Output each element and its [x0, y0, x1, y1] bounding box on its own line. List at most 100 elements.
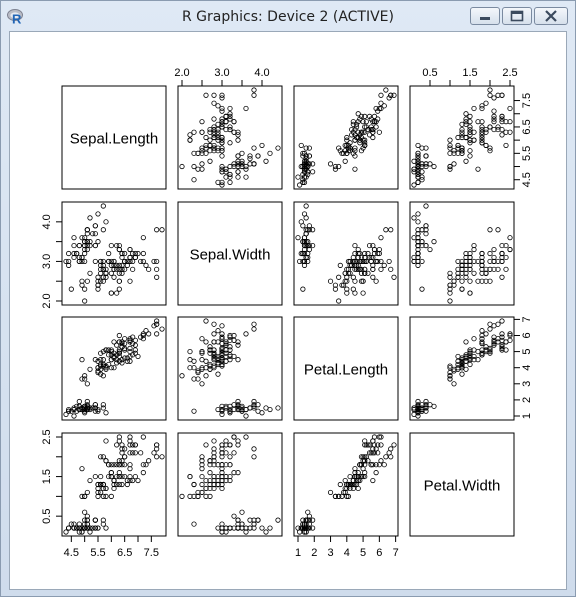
data-point [92, 231, 98, 237]
data-point [301, 166, 308, 172]
data-point [267, 150, 273, 156]
data-point [203, 477, 209, 484]
data-point [487, 148, 493, 154]
data-point [507, 235, 513, 241]
data-point [415, 405, 421, 411]
data-point [122, 473, 128, 480]
close-button[interactable] [534, 7, 568, 25]
data-point [187, 348, 193, 355]
data-point [219, 148, 225, 154]
data-point [132, 442, 138, 448]
data-point [227, 174, 233, 180]
data-point [303, 525, 309, 531]
data-point [219, 336, 225, 342]
data-point [146, 331, 152, 337]
data-point [300, 239, 306, 245]
data-point [98, 366, 104, 372]
data-point [415, 171, 421, 178]
data-point [127, 442, 133, 448]
data-point [301, 161, 308, 167]
data-point [108, 493, 114, 499]
data-point [368, 254, 374, 261]
data-point [447, 369, 453, 376]
data-point [199, 350, 205, 356]
data-point [79, 406, 85, 413]
data-point [106, 352, 112, 358]
data-point [108, 365, 114, 371]
data-point [103, 410, 109, 416]
minimize-button[interactable] [470, 7, 500, 25]
data-point [63, 529, 69, 535]
data-point [82, 242, 88, 249]
data-point [211, 477, 217, 484]
data-point [187, 473, 193, 480]
data-point [483, 270, 489, 276]
data-point [243, 174, 249, 180]
data-point [79, 376, 85, 382]
data-point [66, 258, 72, 265]
data-point [447, 290, 453, 296]
data-point [119, 254, 125, 261]
tick-label: 4.0 [254, 67, 269, 79]
data-point [119, 450, 125, 456]
tick-label: 5 [521, 349, 533, 355]
data-point [95, 274, 101, 280]
maximize-button[interactable] [502, 7, 532, 25]
data-point [447, 363, 453, 369]
tick-label: 1.5 [462, 67, 477, 79]
data-point [135, 250, 141, 257]
data-point [332, 163, 339, 170]
data-point [74, 408, 80, 414]
data-point [227, 116, 233, 122]
data-point [98, 258, 104, 265]
data-point [227, 454, 233, 460]
data-point [415, 219, 421, 225]
data-point [344, 290, 350, 296]
data-point [345, 142, 352, 149]
data-point [247, 156, 253, 162]
data-point [300, 286, 306, 292]
data-point [127, 336, 133, 342]
data-point [251, 161, 257, 167]
data-point [79, 525, 85, 531]
data-point [467, 250, 473, 257]
variable-label: Petal.Width [424, 478, 501, 495]
data-point [344, 150, 350, 156]
data-point [370, 129, 376, 135]
data-point [339, 493, 345, 499]
data-point [479, 132, 485, 138]
data-point [507, 337, 513, 343]
data-point [362, 250, 368, 257]
data-point [211, 450, 217, 456]
data-point [203, 134, 209, 141]
title-bar[interactable]: R R Graphics: Device 2 (ACTIVE) [1, 1, 575, 31]
data-point [251, 402, 257, 408]
data-point [300, 223, 306, 229]
data-point [342, 148, 348, 154]
data-point [375, 258, 381, 265]
data-point [391, 274, 397, 280]
data-point [111, 365, 117, 371]
data-point [127, 466, 133, 472]
data-point [459, 371, 465, 377]
data-point [239, 509, 245, 515]
data-point [353, 121, 360, 127]
data-point [84, 239, 90, 245]
data-point [187, 132, 193, 138]
data-point [100, 493, 106, 499]
data-point [203, 493, 209, 499]
data-point [491, 119, 497, 125]
data-point [243, 413, 249, 419]
data-point [383, 87, 389, 93]
data-point [116, 278, 122, 284]
data-point [84, 517, 90, 523]
data-point [471, 129, 477, 135]
data-point [507, 119, 513, 125]
data-point [362, 270, 368, 276]
data-point [227, 334, 233, 340]
data-point [447, 137, 453, 143]
data-point [415, 235, 421, 241]
data-point [263, 529, 269, 535]
data-point [124, 355, 130, 361]
data-point [350, 150, 356, 156]
